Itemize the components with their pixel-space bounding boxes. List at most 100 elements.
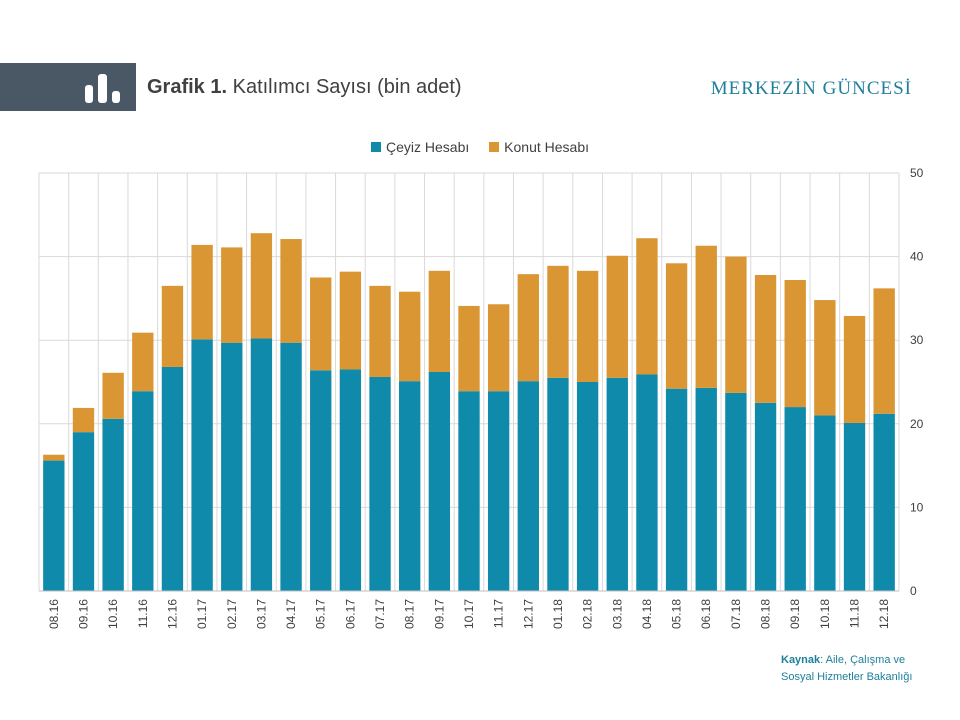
bar-ceyiz xyxy=(369,376,391,591)
x-tick-label: 10.16 xyxy=(106,599,120,629)
bar-konut xyxy=(72,407,95,433)
bar-ceyiz xyxy=(161,366,184,591)
bar-ceyiz xyxy=(517,381,539,591)
page-title: Grafik 1. Katılımcı Sayısı (bin adet) xyxy=(147,76,462,99)
legend-item-ceyiz: Çeyiz Hesabı xyxy=(371,139,469,155)
bar-ceyiz xyxy=(102,418,124,591)
x-tick-label: 04.18 xyxy=(640,599,654,629)
bar-konut xyxy=(458,305,480,392)
bar-konut xyxy=(665,263,688,389)
y-tick-label: 30 xyxy=(910,333,924,347)
y-tick-label: 10 xyxy=(910,500,924,514)
bar-konut xyxy=(814,300,836,416)
bar-ceyiz xyxy=(843,422,866,591)
x-tick-label: 08.18 xyxy=(759,599,773,629)
bar-konut xyxy=(132,332,154,392)
x-tick-label: 02.17 xyxy=(225,599,239,629)
bar-konut xyxy=(576,270,599,382)
x-tick-label: 07.17 xyxy=(373,599,387,629)
bar-ceyiz xyxy=(43,460,65,591)
x-tick-label: 09.16 xyxy=(76,599,90,629)
x-tick-label: 04.17 xyxy=(284,599,298,629)
bar-ceyiz xyxy=(399,381,421,591)
bar-ceyiz xyxy=(339,369,362,591)
x-tick-label: 08.17 xyxy=(403,599,417,629)
x-tick-label: 11.16 xyxy=(136,599,150,628)
bar-konut xyxy=(280,239,302,343)
bar-konut xyxy=(428,270,451,372)
bar-konut xyxy=(250,233,273,339)
x-tick-label: 05.17 xyxy=(314,599,328,629)
bar-ceyiz xyxy=(547,377,569,591)
x-tick-label: 01.17 xyxy=(195,599,209,629)
legend-swatch-konut xyxy=(489,142,500,152)
bar-konut xyxy=(636,238,658,375)
bar-ceyiz xyxy=(72,432,95,591)
x-tick-label: 03.17 xyxy=(254,599,268,629)
x-tick-label: 06.17 xyxy=(343,599,357,629)
bar-ceyiz xyxy=(487,391,510,591)
bar-konut xyxy=(310,277,332,371)
x-tick-label: 12.17 xyxy=(521,599,535,629)
x-tick-label: 03.18 xyxy=(610,599,624,629)
bar-ceyiz xyxy=(606,377,628,591)
bar-konut xyxy=(369,285,391,377)
source-text-line1: : Aile, Çalışma ve xyxy=(820,654,906,666)
source-label: Kaynak xyxy=(781,654,821,666)
x-tick-label: 08.16 xyxy=(47,599,61,629)
bar-ceyiz xyxy=(221,342,243,591)
x-tick-label: 07.18 xyxy=(729,599,743,629)
x-tick-label: 01.18 xyxy=(551,599,565,629)
bar-ceyiz xyxy=(428,371,451,591)
bar-ceyiz xyxy=(814,415,836,591)
bar-konut xyxy=(191,244,213,340)
legend-label-ceyiz: Çeyiz Hesabı xyxy=(386,139,470,155)
x-tick-label: 02.18 xyxy=(581,599,595,629)
bar-ceyiz xyxy=(784,407,806,591)
bar-konut xyxy=(221,247,243,343)
bar-ceyiz xyxy=(695,387,717,591)
x-tick-label: 10.18 xyxy=(818,599,832,629)
bar-konut xyxy=(161,285,184,367)
x-tick-label: 11.17 xyxy=(492,599,506,628)
y-tick-label: 20 xyxy=(910,417,924,431)
x-tick-label: 10.17 xyxy=(462,599,476,629)
bar-ceyiz xyxy=(310,370,332,591)
bar-ceyiz xyxy=(665,388,688,591)
title-text: Katılımcı Sayısı (bin adet) xyxy=(227,76,462,98)
bar-konut xyxy=(606,255,628,378)
bar-ceyiz xyxy=(725,392,747,591)
bar-konut xyxy=(339,271,362,370)
bar-konut xyxy=(547,265,569,378)
x-tick-label: 05.18 xyxy=(670,599,684,629)
source-text-line2: Sosyal Hizmetler Bakanlığı xyxy=(781,671,913,683)
y-tick-label: 40 xyxy=(910,250,924,264)
x-tick-label: 09.18 xyxy=(788,599,802,629)
bar-konut xyxy=(399,291,421,382)
brand-logo-text: MERKEZİN GÜNCESİ xyxy=(710,78,912,99)
bar-ceyiz xyxy=(754,402,777,591)
bar-konut xyxy=(517,274,539,382)
bar-konut xyxy=(784,280,806,408)
chart-legend: Çeyiz Hesabı Konut Hesabı xyxy=(0,139,960,155)
bar-chart-icon xyxy=(85,74,120,103)
bar-konut xyxy=(43,454,65,461)
bar-konut xyxy=(873,288,895,414)
bar-konut xyxy=(102,372,124,419)
source-note: Kaynak: Aile, Çalışma ve Sosyal Hizmetle… xyxy=(781,652,912,686)
bar-ceyiz xyxy=(636,374,658,591)
legend-item-konut: Konut Hesabı xyxy=(489,139,589,155)
bar-ceyiz xyxy=(250,338,273,591)
bar-ceyiz xyxy=(576,382,599,591)
bar-ceyiz xyxy=(873,413,895,591)
legend-swatch-ceyiz xyxy=(371,142,381,152)
bar-konut xyxy=(754,274,777,403)
x-tick-label: 12.16 xyxy=(165,599,179,629)
bar-konut xyxy=(725,256,747,393)
x-tick-label: 06.18 xyxy=(699,599,713,629)
bar-ceyiz xyxy=(132,391,154,591)
y-tick-label: 50 xyxy=(910,166,924,180)
x-tick-label: 11.18 xyxy=(848,599,862,628)
bar-konut xyxy=(487,304,510,392)
